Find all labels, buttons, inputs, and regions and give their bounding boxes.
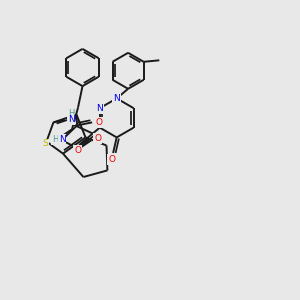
Text: O: O [74, 146, 81, 155]
Text: O: O [108, 155, 115, 164]
Text: H: H [68, 109, 74, 118]
Text: O: O [94, 134, 101, 143]
Text: O: O [95, 118, 102, 127]
Text: N: N [113, 94, 120, 103]
Text: N: N [96, 103, 103, 112]
Text: S: S [42, 140, 48, 148]
Text: N: N [59, 135, 65, 144]
Text: H: H [52, 135, 59, 144]
Text: N: N [68, 116, 74, 124]
